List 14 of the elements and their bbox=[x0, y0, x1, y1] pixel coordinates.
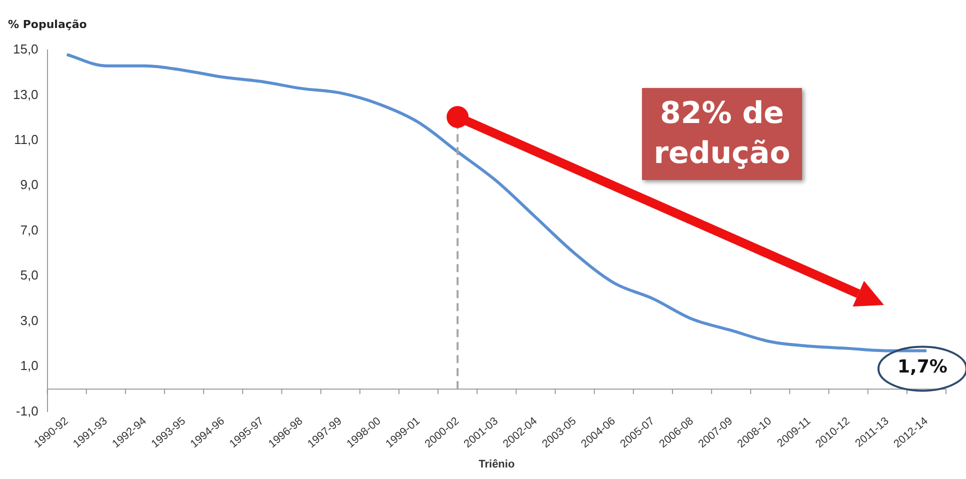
y-tick-label: 3,0 bbox=[20, 312, 38, 328]
y-tick-label: -1,0 bbox=[16, 403, 38, 418]
y-tick-label: 7,0 bbox=[20, 222, 38, 238]
y-tick-label: 5,0 bbox=[20, 268, 38, 283]
y-tick-label: 11,0 bbox=[14, 132, 38, 148]
y-tick-label: 15,0 bbox=[12, 42, 38, 57]
annotation: 82% de redução bbox=[642, 88, 802, 180]
y-tick-label: 13,0 bbox=[12, 86, 38, 102]
annotation: 1,7% bbox=[898, 356, 948, 378]
line-series bbox=[65, 53, 928, 352]
x-axis-title: Triênio bbox=[478, 458, 515, 470]
y-axis-title: % População bbox=[8, 18, 87, 31]
y-tick-label: 9,0 bbox=[20, 177, 38, 192]
y-tick-label: 1,0 bbox=[20, 358, 38, 374]
